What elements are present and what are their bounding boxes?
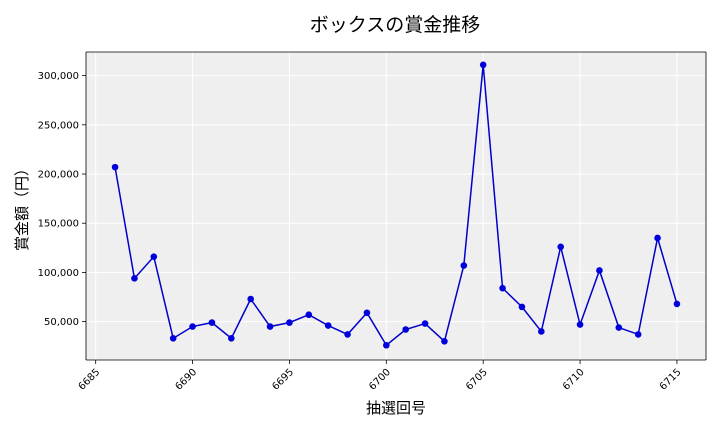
y-tick-label: 50,000 <box>44 317 79 328</box>
data-point <box>518 303 526 311</box>
data-point <box>615 324 623 331</box>
x-tick-label: 6705 <box>464 367 490 393</box>
data-point <box>344 331 351 338</box>
x-tick-label: 6715 <box>658 367 684 393</box>
data-point <box>402 326 409 333</box>
y-axis-label: 賞金額（円） <box>13 161 31 251</box>
x-tick-label: 6695 <box>270 367 296 393</box>
data-point <box>441 338 448 345</box>
y-tick-label: 150,000 <box>38 219 79 230</box>
y-axis-ticks: 50,000 100,000 150,000 200,000 250,000 300,00… <box>38 71 86 328</box>
data-point <box>557 243 564 251</box>
x-tick-label: 6685 <box>77 367 103 393</box>
x-tick-label: 6700 <box>367 367 393 393</box>
series-layer <box>111 61 681 349</box>
x-tick-label: 6710 <box>561 367 587 393</box>
grid-lines <box>86 52 706 360</box>
data-point <box>673 300 681 308</box>
data-point <box>383 341 390 349</box>
data-point <box>363 309 371 317</box>
plot-area <box>86 52 706 360</box>
data-point <box>131 275 138 282</box>
data-point <box>169 335 177 342</box>
data-point <box>596 267 603 274</box>
y-tick-label: 250,000 <box>38 120 79 131</box>
x-tick-label: 6690 <box>173 367 199 393</box>
data-point <box>421 320 429 327</box>
data-point <box>634 331 642 338</box>
data-point <box>247 295 254 303</box>
data-point <box>654 234 661 242</box>
y-tick-label: 300,000 <box>38 71 79 82</box>
data-point <box>266 323 274 330</box>
y-tick-label: 200,000 <box>38 170 79 181</box>
x-axis-ticks: 6685 6690 6695 6700 6705 6710 6715 <box>77 360 684 393</box>
data-point <box>305 311 313 319</box>
data-point <box>286 319 293 326</box>
data-point <box>460 262 468 269</box>
data-point <box>538 328 545 335</box>
data-point <box>189 323 196 330</box>
data-point <box>111 163 119 171</box>
data-point <box>499 284 506 292</box>
x-axis-label: 抽選回号 <box>366 399 426 417</box>
data-point <box>150 253 158 260</box>
data-point <box>324 322 332 329</box>
data-point <box>228 335 235 342</box>
y-tick-label: 100,000 <box>38 268 79 279</box>
data-point <box>576 321 584 328</box>
chart-title: ボックスの賞金推移 <box>310 14 480 36</box>
data-point <box>479 61 487 69</box>
data-point <box>208 319 216 326</box>
